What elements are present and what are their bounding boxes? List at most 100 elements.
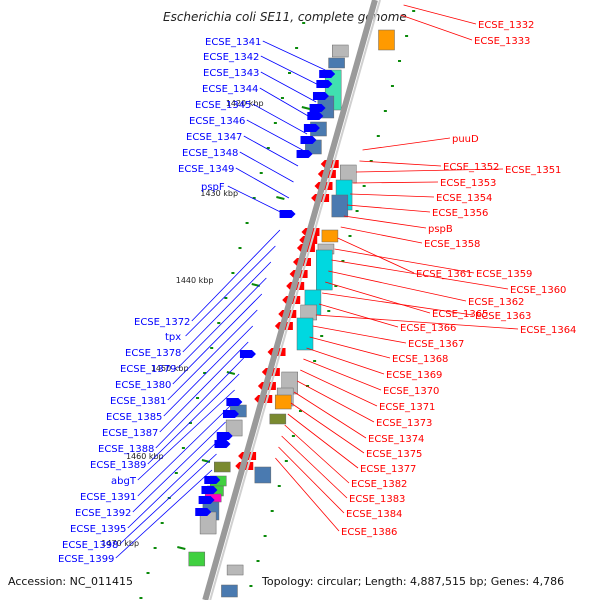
connector-right xyxy=(359,160,442,167)
gene-label-left: ECSE_1398 xyxy=(62,540,118,551)
gene-label-left: ECSE_1372 xyxy=(134,317,190,328)
ring-dot xyxy=(362,185,366,187)
gene-label-left: ECSE_1391 xyxy=(80,492,136,503)
connector-left xyxy=(260,55,321,87)
connector-left xyxy=(155,357,244,449)
gene-label-left: tpx xyxy=(165,332,181,343)
connector-left xyxy=(182,261,272,353)
connector-left xyxy=(185,245,276,337)
ring-dot xyxy=(398,60,402,62)
gene-label-left: ECSE_1344 xyxy=(202,84,258,95)
gene-label-left: ECSE_1395 xyxy=(70,524,126,535)
ring-dot xyxy=(224,297,228,299)
connector-left xyxy=(137,389,235,481)
connector-right xyxy=(356,168,504,173)
gene-label-right: ECSE_1383 xyxy=(349,494,405,505)
connector-left xyxy=(137,405,231,497)
connector-left xyxy=(239,151,294,183)
gene-label-right: ECSE_1359 xyxy=(476,269,532,280)
tick-mark xyxy=(301,106,311,110)
connector-right xyxy=(315,314,519,330)
gene-block-21 xyxy=(225,419,243,437)
connector-left xyxy=(177,277,267,369)
gene-label-right: ECSE_1333 xyxy=(474,36,530,47)
blue-gene-arrow-3 xyxy=(309,104,326,112)
gene-labels: ECSE_1341 ECSE_1342 ECSE_1343 ECSE_1344 ECSE… xyxy=(58,20,576,565)
gene-label-left: ECSE_1385 xyxy=(106,412,162,423)
connector-left xyxy=(227,185,285,215)
connector-right xyxy=(303,358,382,391)
connector-left xyxy=(115,469,213,559)
ring-dot xyxy=(249,585,253,587)
blue-gene-arrow-17 xyxy=(195,508,212,516)
tick-mark xyxy=(226,371,236,375)
gene-label-left: ECSE_1341 xyxy=(205,37,261,48)
connector-left xyxy=(132,421,226,513)
ring-dot xyxy=(153,547,157,549)
gene-block-30 xyxy=(226,564,244,576)
connector-left xyxy=(167,309,258,401)
ring-dot xyxy=(280,97,284,99)
backbone-shadow xyxy=(209,0,381,600)
gene-block-29 xyxy=(188,551,206,567)
ring-dot xyxy=(405,35,409,37)
gene-label-right: ECSE_1332 xyxy=(478,20,534,31)
ring-dot xyxy=(273,122,277,124)
ring-dot xyxy=(355,210,359,212)
blue-gene-arrow-11 xyxy=(222,410,239,418)
connector-right xyxy=(309,336,391,359)
gene-block-15 xyxy=(296,317,314,351)
ring-dot xyxy=(284,460,288,462)
backbone xyxy=(202,0,381,600)
blue-gene-arrow-14 xyxy=(204,476,221,484)
gene-label-right: ECSE_1356 xyxy=(432,208,488,219)
ring-dot xyxy=(266,147,270,149)
ring-dot xyxy=(203,372,207,374)
connector-left xyxy=(235,167,290,199)
connector-right xyxy=(287,413,359,469)
connector-right xyxy=(293,391,367,439)
gene-label-right: ECSE_1364 xyxy=(520,325,576,336)
connector-left xyxy=(119,453,217,545)
blue-gene-arrow-7 xyxy=(296,150,313,158)
tick-mark xyxy=(276,196,285,200)
connector-right xyxy=(284,424,350,484)
connector-right xyxy=(296,380,375,423)
gene-block-31 xyxy=(221,584,238,598)
gene-label-right: ECSE_1369 xyxy=(386,370,442,381)
connector-right xyxy=(340,226,423,244)
tick-label: 1440 kbp xyxy=(176,276,214,285)
ring-dot xyxy=(188,422,192,424)
connector-right xyxy=(331,259,509,290)
gene-block-2 xyxy=(328,57,345,69)
ring-dot xyxy=(383,110,387,112)
ring-dot xyxy=(412,10,416,12)
gene-label-right: ECSE_1375 xyxy=(366,449,422,460)
gene-label-right: ECSE_1362 xyxy=(468,297,524,308)
gene-label-left: ECSE_1399 xyxy=(58,554,114,565)
gene-block-18 xyxy=(274,394,292,410)
gene-label-left: ECSE_1387 xyxy=(102,428,158,439)
blue-gene-arrow-9 xyxy=(239,350,256,358)
blue-gene-arrow-0 xyxy=(319,70,336,78)
ring-dot xyxy=(295,47,299,49)
blue-gene-arrow-2 xyxy=(312,92,329,100)
ring-dot xyxy=(306,385,310,387)
ring-dot xyxy=(270,510,274,512)
connector-right xyxy=(300,369,378,407)
backbone-line xyxy=(202,0,378,600)
connector-left xyxy=(252,103,308,135)
gene-block-19 xyxy=(269,413,287,425)
connector-left xyxy=(147,373,240,465)
gene-label-left: ECSE_1348 xyxy=(182,148,238,159)
gene-label-left: ECSE_1342 xyxy=(203,52,259,63)
gene-label-right: ECSE_1352 xyxy=(443,162,499,173)
gene-label-right: ECSE_1354 xyxy=(436,193,492,204)
gene-block-22 xyxy=(214,461,231,473)
ring-dot xyxy=(263,535,267,537)
gene-label-left: ECSE_1389 xyxy=(90,460,146,471)
gene-label-left: ECSE_1392 xyxy=(75,508,131,519)
connector-right xyxy=(322,292,474,316)
gene-label-right: ECSE_1361 xyxy=(416,269,472,280)
